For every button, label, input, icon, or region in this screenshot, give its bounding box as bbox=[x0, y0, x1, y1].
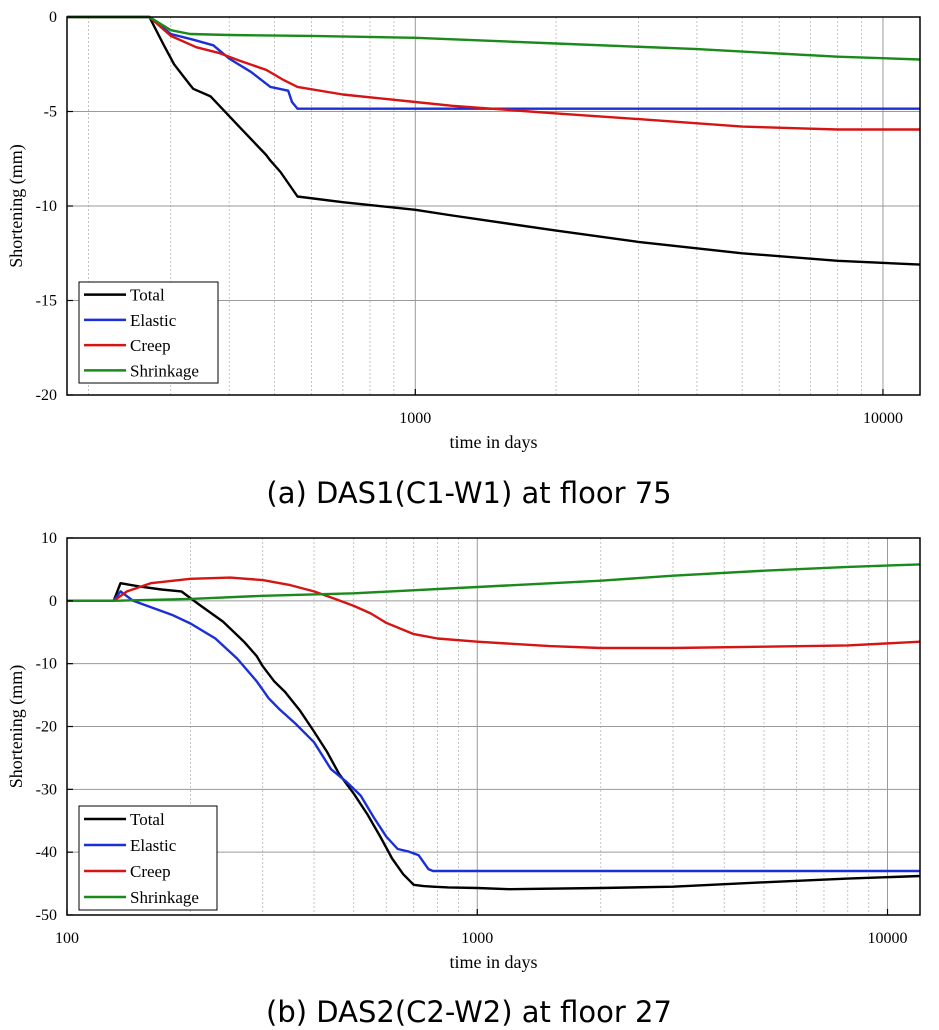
chart-caption: (a) DAS1(C1-W1) at floor 75 bbox=[266, 476, 671, 510]
legend: Total Elastic Creep Shrinkage bbox=[78, 281, 219, 384]
x-axis-label: time in days bbox=[450, 432, 538, 452]
y-tick-label: 0 bbox=[49, 9, 57, 26]
y-tick-label: -10 bbox=[36, 656, 57, 673]
x-tick-label: 1000 bbox=[399, 410, 431, 427]
legend-box bbox=[78, 805, 218, 911]
series-total-line bbox=[67, 582, 921, 891]
legend-label-total: Total bbox=[130, 810, 165, 829]
series-shrinkage-line bbox=[67, 15, 921, 61]
chart-caption: (b) DAS2(C2-W2) at floor 27 bbox=[266, 995, 672, 1029]
legend-label-creep: Creep bbox=[130, 862, 171, 881]
x-axis-label: time in days bbox=[450, 952, 538, 972]
x-tick-label: 10000 bbox=[863, 410, 903, 427]
x-tick-label: 1000 bbox=[461, 930, 493, 947]
series-creep-line bbox=[67, 576, 921, 650]
series-elastic-line bbox=[67, 590, 920, 873]
series-shrinkage-line bbox=[67, 563, 921, 602]
legend-label-elastic: Elastic bbox=[130, 836, 177, 855]
y-tick-label: -5 bbox=[44, 104, 57, 121]
legend: Total Elastic Creep Shrinkage bbox=[78, 805, 218, 911]
series-creep-line bbox=[67, 15, 920, 131]
y-tick-label: -20 bbox=[36, 719, 57, 736]
y-tick-label: -15 bbox=[36, 293, 57, 310]
x-tick-label: 100 bbox=[55, 930, 79, 947]
y-tick-label: -50 bbox=[36, 907, 57, 924]
y-tick-label: -40 bbox=[36, 844, 57, 861]
legend-label-creep: Creep bbox=[130, 336, 171, 355]
legend-label-shrinkage: Shrinkage bbox=[130, 361, 199, 380]
legend-box bbox=[78, 281, 219, 384]
axis-ticks: 0 -5 -10 -15 -20 1000 10000 bbox=[36, 9, 903, 427]
series-elastic-line bbox=[67, 15, 920, 110]
y-tick-label: 10 bbox=[41, 530, 57, 547]
x-tick-label: 10000 bbox=[868, 930, 908, 947]
y-axis-label: Shortening (mm) bbox=[6, 144, 27, 268]
y-tick-label: 0 bbox=[49, 593, 57, 610]
series-total-line bbox=[67, 15, 921, 266]
chart-panel-a: 0 -5 -10 -15 -20 1000 10000 time in days Short… bbox=[6, 9, 921, 510]
y-tick-label: -10 bbox=[36, 198, 57, 215]
y-axis-label: Shortening (mm) bbox=[6, 665, 27, 789]
y-tick-label: -30 bbox=[36, 781, 57, 798]
series-lines bbox=[67, 15, 921, 266]
y-tick-label: -20 bbox=[36, 387, 57, 404]
legend-label-total: Total bbox=[130, 286, 165, 305]
legend-label-elastic: Elastic bbox=[130, 311, 177, 330]
legend-label-shrinkage: Shrinkage bbox=[130, 888, 199, 907]
gridlines bbox=[67, 538, 920, 915]
series-lines bbox=[67, 563, 921, 891]
